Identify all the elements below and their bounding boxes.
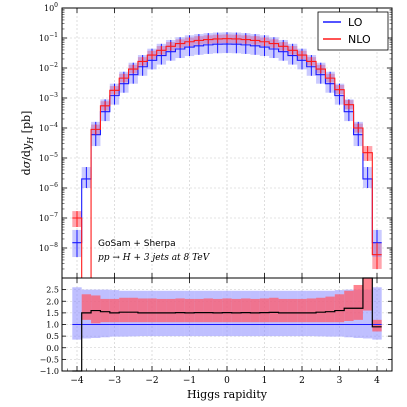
legend: LO NLO <box>317 11 389 51</box>
ratio-nlo-band-bin <box>287 298 298 323</box>
annotation-generator: GoSam + Sherpa <box>98 239 176 249</box>
ratio-x-tick-label: 2 <box>299 376 305 386</box>
ratio-nlo-band <box>81 278 382 332</box>
ratio-nlo-band-bin <box>222 298 232 323</box>
ratio-x-tick-label: −3 <box>108 376 122 386</box>
main-y-tick-label: 100 <box>44 2 58 13</box>
ratio-lo-band-bin <box>72 287 82 340</box>
nlo-series-line <box>72 34 382 279</box>
ratio-nlo-band-bin <box>137 298 148 323</box>
ratio-nlo-band-bin <box>344 290 354 322</box>
ratio-nlo-band-bin <box>269 297 279 323</box>
ratio-x-ticks: −4 −3 −2 −1 0 1 2 3 4 <box>67 278 387 386</box>
ratio-y-tick-label: 2.0 <box>46 297 59 306</box>
ratio-nlo-band-bin <box>203 298 213 323</box>
main-y-tick-label: 10−5 <box>39 152 58 163</box>
main-y-tick-label: 10−4 <box>39 122 58 133</box>
x-axis-label: Higgs rapidity <box>187 388 268 401</box>
main-y-tick-label: 10−2 <box>39 62 58 73</box>
ratio-y-ticks: 2.5 2.0 1.5 1.0 0.5 0.0 −0.5 −1.0 <box>40 286 392 376</box>
ratio-nlo-band-bin <box>231 298 242 323</box>
ratio-nlo-band-bin <box>325 296 335 323</box>
legend-lo-label: LO <box>348 16 363 29</box>
ratio-y-tick-label: 1.0 <box>46 321 59 330</box>
ratio-nlo-band-bin <box>109 298 120 323</box>
ratio-lo-band-bin <box>372 287 382 340</box>
ratio-nlo-band-bin <box>297 298 307 323</box>
main-y-tick-label: 10−8 <box>39 242 58 253</box>
ratio-nlo-band-bin <box>362 278 373 311</box>
ratio-nlo-band-bin <box>156 298 167 323</box>
ratio-y-tick-label: 2.5 <box>46 286 59 295</box>
ratio-x-tick-label: 0 <box>224 376 230 386</box>
ratio-nlo-band-bin <box>241 298 251 323</box>
legend-nlo-label: NLO <box>348 33 371 46</box>
ratio-nlo-band-bin <box>259 298 270 323</box>
ratio-x-tick-label: 1 <box>262 376 268 386</box>
annotation-process: pp → H + 3 jets at 8 TeV <box>98 253 211 263</box>
main-y-axis-label: dσ/dyH [pb] <box>20 111 35 176</box>
ratio-panel: 2.5 2.0 1.5 1.0 0.5 0.0 −0.5 −1.0 −4 −3 −2 −1 0 1 2 3 4 <box>40 277 393 386</box>
ratio-nlo-band-bin <box>353 284 363 320</box>
ratio-x-tick-label: −4 <box>70 376 84 386</box>
main-y-tick-label: 10−7 <box>39 212 58 223</box>
ratio-nlo-band-bin <box>81 294 92 320</box>
ratio-x-tick-label: 3 <box>337 376 343 386</box>
main-y-tick-label: 10−1 <box>39 32 58 43</box>
ratio-x-tick-label: −2 <box>145 376 158 386</box>
ratio-nlo-band-bin <box>278 298 288 323</box>
ratio-nlo-band-bin <box>250 298 260 323</box>
ratio-nlo-line <box>72 277 382 372</box>
main-y-ticks: 100 10−1 10−2 10−3 10−4 10−5 10−6 10−7 10−8 <box>39 2 392 278</box>
main-y-tick-label: 10−6 <box>39 182 58 193</box>
ratio-lo-band-bin <box>362 289 373 339</box>
ratio-nlo-band-bin <box>212 298 223 323</box>
ratio-y-tick-label: 1.5 <box>46 309 59 318</box>
ratio-nlo-band-bin <box>334 294 345 323</box>
ratio-x-tick-label: −1 <box>183 376 196 386</box>
ratio-y-tick-label: −1.0 <box>40 367 59 376</box>
ratio-nlo-band-bin <box>316 297 326 323</box>
ratio-y-tick-label: 0.0 <box>46 344 59 353</box>
ratio-nlo-band-bin <box>184 298 195 323</box>
ratio-nlo-band-bin <box>175 298 185 323</box>
ratio-nlo-step-line <box>72 277 382 372</box>
main-panel: 100 10−1 10−2 10−3 10−4 10−5 10−6 10−7 10−8 <box>39 2 393 279</box>
ratio-y-tick-label: 0.5 <box>46 332 59 341</box>
ratio-nlo-band-bin <box>128 297 138 323</box>
ratio-nlo-band-bin <box>119 297 129 323</box>
ratio-y-tick-label: −0.5 <box>40 355 59 364</box>
ratio-nlo-band-bin <box>306 298 317 323</box>
ratio-nlo-band-bin <box>372 319 382 332</box>
ratio-x-tick-label: 4 <box>374 376 380 386</box>
main-y-tick-label: 10−3 <box>39 92 58 103</box>
ratio-nlo-band-bin <box>91 295 101 324</box>
ratio-nlo-band-bin <box>166 298 176 323</box>
legend-box <box>317 11 389 51</box>
ratio-nlo-band-bin <box>194 298 204 323</box>
ratio-nlo-band-bin <box>100 298 110 323</box>
ratio-nlo-band-bin <box>147 298 157 323</box>
